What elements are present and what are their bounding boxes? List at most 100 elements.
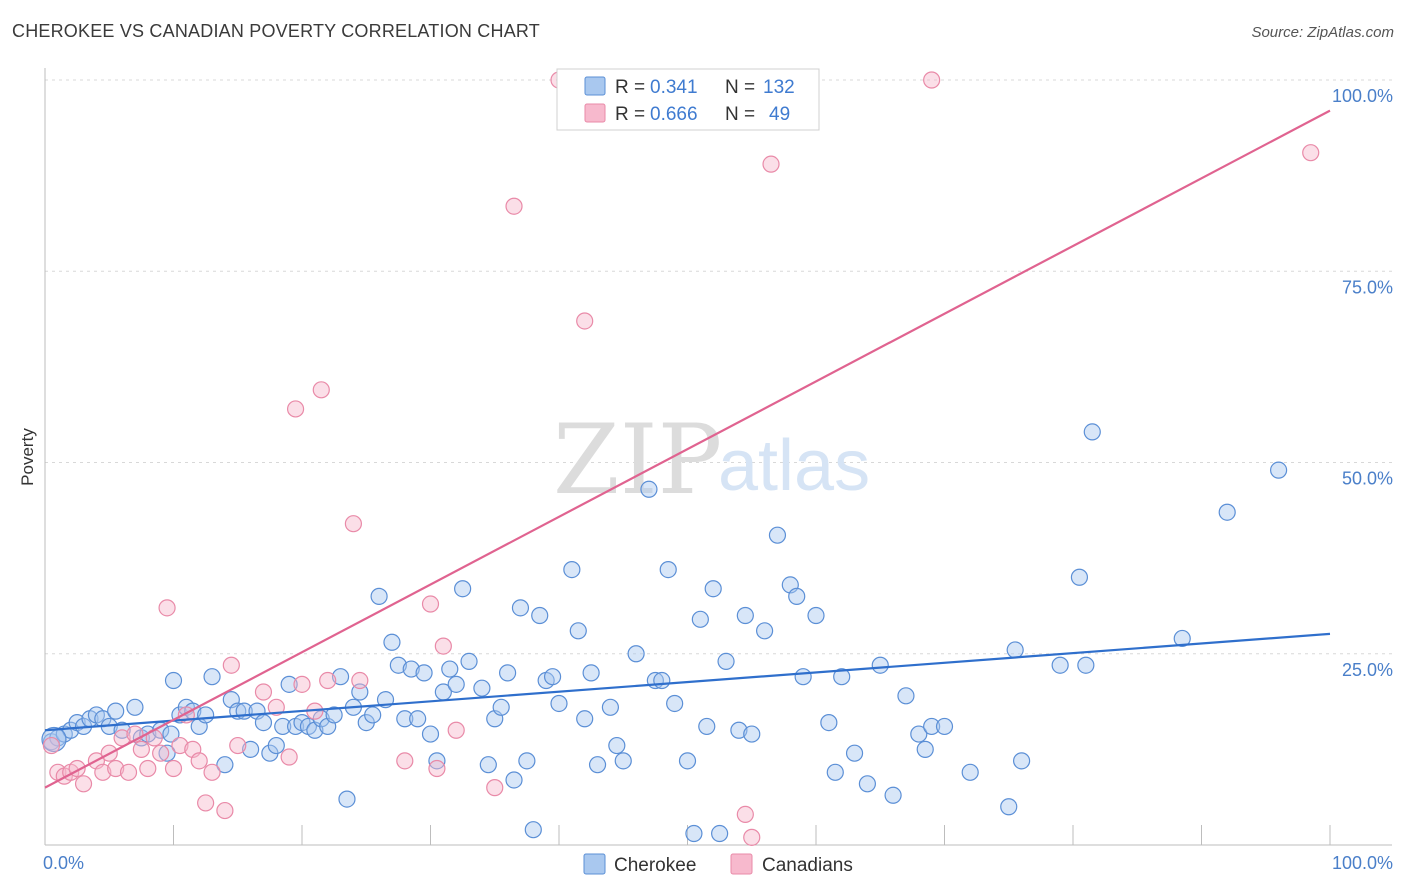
canadians-point-36 xyxy=(344,515,362,533)
cherokee-point-65 xyxy=(479,756,497,774)
cherokee-point-90 xyxy=(666,694,684,713)
cherokee-point-48 xyxy=(364,706,382,724)
y-tick-label-100: 100.0% xyxy=(1332,86,1393,106)
canadians-point-5 xyxy=(74,775,93,793)
canadians-point-41 xyxy=(434,637,452,655)
cherokee-point-126 xyxy=(1083,423,1101,441)
cherokee-point-29 xyxy=(242,740,260,758)
y-axis-label: Poverty xyxy=(18,428,37,486)
source-label: Source: ZipAtlas.com xyxy=(1251,24,1394,41)
canadians-point-35 xyxy=(319,671,337,690)
cherokee-point-18 xyxy=(164,671,183,690)
cherokee-point-24 xyxy=(203,668,221,686)
x-tick-label-max: 100.0% xyxy=(1332,853,1393,873)
canadians-point-13 xyxy=(132,740,150,758)
cherokee-point-56 xyxy=(415,664,433,682)
cherokee-points xyxy=(41,423,1288,843)
cherokee-point-25 xyxy=(216,756,234,774)
bottom-legend-swatch-cherokee xyxy=(583,853,606,875)
legend-r-label-cherokee: R = xyxy=(615,77,645,98)
cherokee-point-51 xyxy=(383,633,401,651)
canadians-point-28 xyxy=(254,683,273,701)
canadians-point-34 xyxy=(312,381,330,399)
cherokee-point-82 xyxy=(601,698,620,716)
canadians-point-24 xyxy=(203,763,221,781)
cherokee-point-122 xyxy=(1012,752,1031,770)
cherokee-point-72 xyxy=(524,821,542,839)
cherokee-point-55 xyxy=(409,710,427,728)
cherokee-point-125 xyxy=(1077,656,1095,674)
canadians-point-39 xyxy=(421,595,440,613)
cherokee-point-78 xyxy=(569,622,587,640)
canadians-point-7 xyxy=(94,763,112,781)
cherokee-point-10 xyxy=(107,702,125,720)
bottom-legend-swatch-canadians xyxy=(730,853,753,875)
cherokee-point-89 xyxy=(659,560,677,579)
cherokee-point-99 xyxy=(736,606,754,625)
cherokee-point-80 xyxy=(582,664,600,682)
cherokee-point-69 xyxy=(505,771,523,789)
cherokee-point-53 xyxy=(396,710,414,728)
cherokee-point-106 xyxy=(807,606,825,625)
bottom-legend-label-canadians: Canadians xyxy=(762,855,853,876)
grid-lines xyxy=(45,79,1392,655)
cherokee-point-120 xyxy=(1000,798,1018,816)
y-tick-label-75: 75.0% xyxy=(1342,277,1393,297)
cherokee-point-91 xyxy=(678,752,697,770)
cherokee-point-119 xyxy=(961,763,979,781)
cherokee-point-77 xyxy=(563,560,581,579)
canadians-point-31 xyxy=(286,400,305,418)
canadians-point-46 xyxy=(576,312,594,330)
cherokee-point-35 xyxy=(280,675,298,693)
canadians-point-37 xyxy=(351,671,369,690)
canadians-point-26 xyxy=(222,656,240,674)
cherokee-point-124 xyxy=(1070,568,1089,586)
cherokee-point-84 xyxy=(614,752,632,770)
canadians-point-22 xyxy=(190,752,208,770)
cherokee-point-95 xyxy=(704,580,722,598)
canadians-point-17 xyxy=(158,599,176,617)
cherokee-point-16 xyxy=(158,744,176,762)
canadians-point-48 xyxy=(743,828,761,846)
cherokee-point-61 xyxy=(447,675,465,693)
legend-r-value-canadians: 0.666 xyxy=(650,104,698,125)
cherokee-point-111 xyxy=(858,775,877,793)
cherokee-point-76 xyxy=(550,694,568,713)
cherokee-point-93 xyxy=(691,610,709,628)
canadians-point-29 xyxy=(267,698,285,716)
canadians-point-40 xyxy=(428,759,446,778)
cherokee-point-88 xyxy=(653,671,671,690)
canadians-point-14 xyxy=(139,759,157,778)
cherokee-point-70 xyxy=(511,599,530,617)
cherokee-point-101 xyxy=(755,622,774,640)
cherokee-point-113 xyxy=(884,786,902,804)
watermark-zip: ZIP xyxy=(553,404,722,516)
canadians-point-49 xyxy=(762,155,780,173)
legend-n-label-cherokee: N = xyxy=(725,77,755,98)
cherokee-point-96 xyxy=(711,824,729,843)
cherokee-point-63 xyxy=(460,652,478,671)
legend-r-label-canadians: R = xyxy=(615,104,645,125)
canadians-point-16 xyxy=(152,744,170,762)
canadians-point-11 xyxy=(119,763,138,781)
cherokee-point-60 xyxy=(441,660,459,678)
cherokee-point-64 xyxy=(473,679,491,697)
cherokee-point-71 xyxy=(518,752,536,770)
cherokee-point-117 xyxy=(923,717,941,736)
watermark-atlas: atlas xyxy=(718,426,870,506)
cherokee-point-114 xyxy=(897,687,915,705)
cherokee-point-52 xyxy=(389,656,407,674)
legend: R = 0.341 N = 132 R = 0.666 N = 49 xyxy=(556,68,820,131)
cherokee-point-62 xyxy=(454,580,472,598)
cherokee-point-44 xyxy=(338,790,356,808)
cherokee-point-100 xyxy=(743,725,761,743)
cherokee-point-105 xyxy=(794,668,812,686)
cherokee-point-75 xyxy=(543,668,562,686)
cherokee-point-112 xyxy=(871,656,889,674)
cherokee-point-116 xyxy=(916,740,934,758)
cherokee-point-57 xyxy=(421,725,440,743)
y-tick-label-25: 25.0% xyxy=(1342,660,1393,680)
cherokee-point-109 xyxy=(833,668,851,686)
cherokee-point-43 xyxy=(331,668,350,686)
